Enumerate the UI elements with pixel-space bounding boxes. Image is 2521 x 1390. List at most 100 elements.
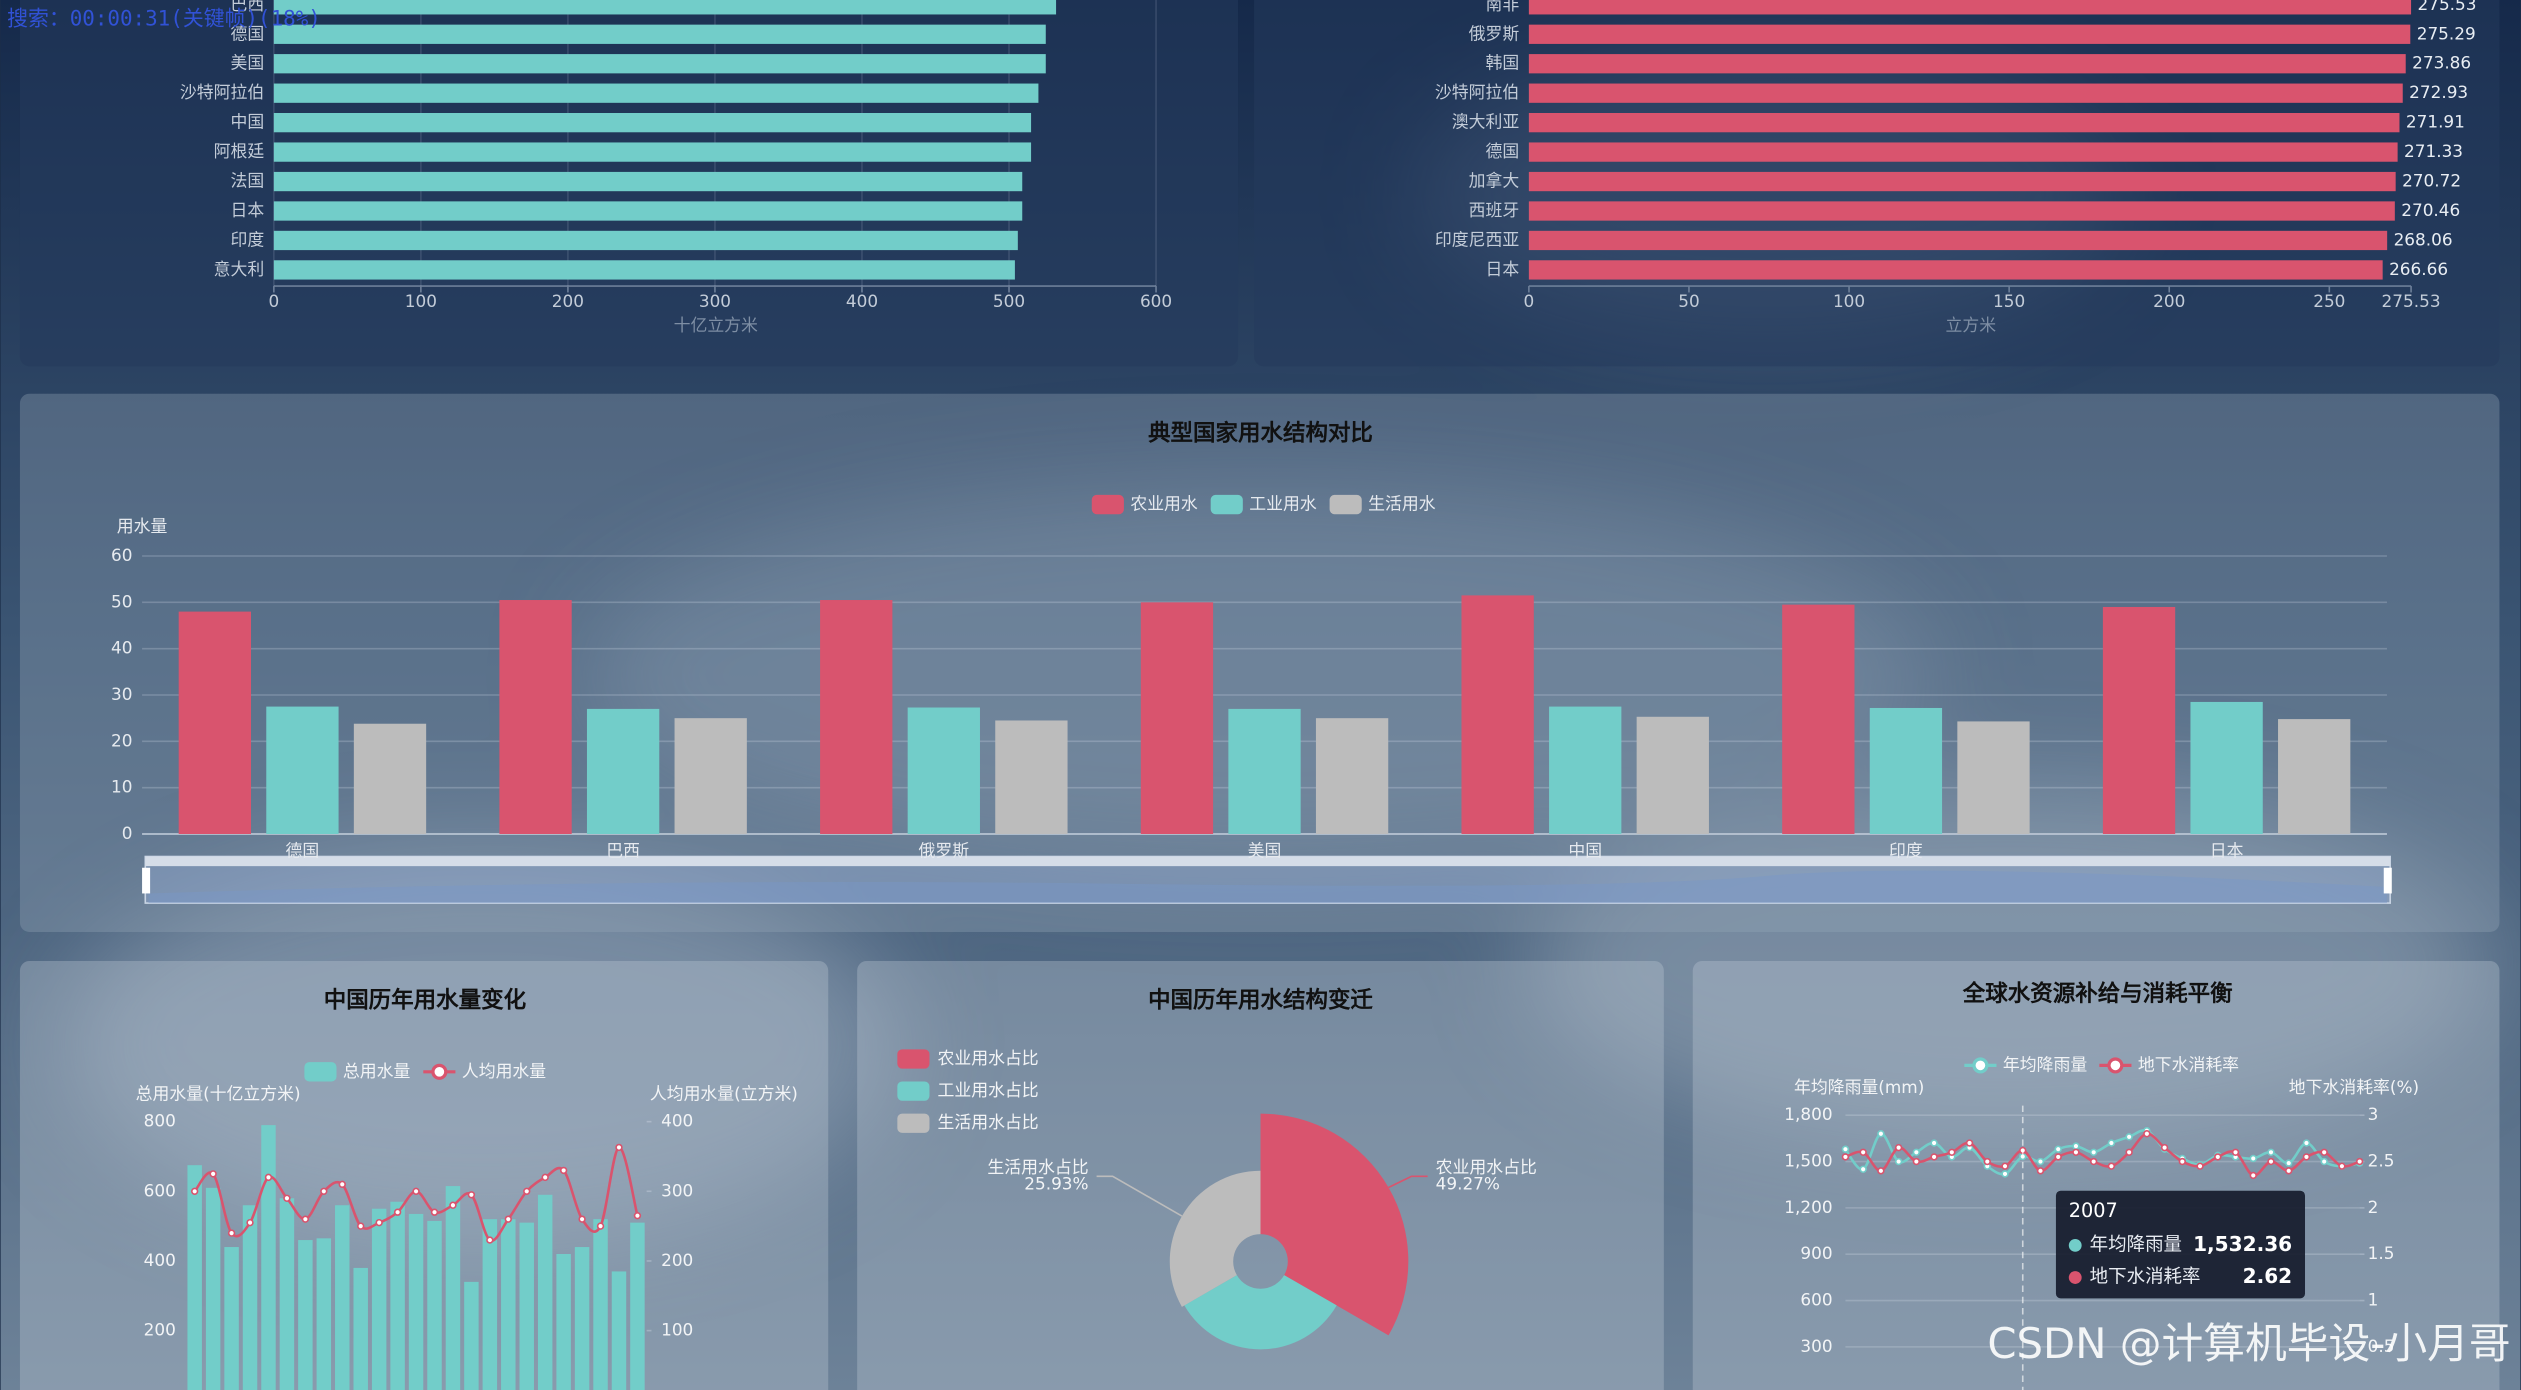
point (2125, 1148, 2133, 1156)
pie-slice (1184, 1275, 1337, 1350)
point (2355, 1157, 2364, 1166)
point (283, 1194, 291, 1202)
pie-slice (1260, 1113, 1409, 1336)
bar (2278, 719, 2351, 834)
y-tick-label: 1,200 (1784, 1197, 1832, 1217)
bar (2102, 606, 2176, 834)
y-tick-label: 韩国 (1485, 53, 1519, 73)
x-tick-label: 200 (552, 291, 584, 311)
chart-title: 中国历年用水结构变迁 (1148, 987, 1373, 1014)
bar (445, 1186, 461, 1390)
slider-handle[interactable] (2383, 867, 2392, 894)
zoom-slider[interactable] (142, 855, 2392, 904)
tooltip-name: 年均降雨量 (2090, 1234, 2182, 1255)
point (2249, 1154, 2257, 1163)
legend-symbol (897, 1081, 930, 1101)
point (2320, 1157, 2328, 1166)
x-axis-label: 十亿立方米 (674, 315, 758, 335)
point (2036, 1157, 2045, 1166)
point (2001, 1162, 2009, 1170)
slider-handle[interactable] (142, 867, 151, 894)
bar (1636, 716, 1709, 834)
legend-label: 农业用水占比 (938, 1048, 1039, 1068)
legend-symbol (1329, 494, 1362, 515)
legend-label: 人均用水量 (462, 1061, 546, 1081)
point (2302, 1139, 2311, 1147)
bar (519, 1222, 534, 1390)
point (2107, 1139, 2116, 1147)
point (320, 1187, 328, 1195)
x-tick-label: 印度 (1889, 841, 1923, 861)
bar (224, 1247, 239, 1390)
y2-tick-label: 2.5 (2368, 1151, 2395, 1171)
bar (353, 723, 427, 834)
point (2001, 1170, 2009, 1178)
bar (266, 706, 339, 834)
bar (242, 1205, 258, 1390)
y-tick-label: 美国 (230, 53, 264, 73)
value-label: 266.66 (2389, 259, 2448, 279)
y-tick-label: 印度尼西亚 (1435, 229, 1519, 249)
y-tick-label: 法国 (230, 171, 264, 191)
bar (390, 1201, 405, 1390)
y2-tick-label: 0.5 (2368, 1336, 2395, 1356)
y2-tick-label: 400 (661, 1111, 693, 1131)
bar (205, 1187, 221, 1390)
point (2054, 1145, 2062, 1153)
search-status: 搜索：00:00:31(关键帧)(18%) (7, 6, 321, 30)
y-tick-label: 50 (111, 591, 132, 611)
point (467, 1191, 476, 1199)
bar (1140, 602, 1214, 834)
y-tick-label: 意大利 (214, 259, 265, 279)
slice-label: 生活用水占比 (987, 1157, 1088, 1177)
bar (1528, 201, 2395, 221)
x-tick-label: 0 (268, 291, 279, 311)
point (2160, 1143, 2169, 1152)
y2-axis-label: 人均用水量(立方米) (650, 1083, 798, 1103)
y-tick-label: 600 (1800, 1290, 1832, 1310)
x-tick-label: 50 (1678, 291, 1699, 311)
chart-title: 全球水资源补给与消耗平衡 (1962, 980, 2233, 1007)
legend-label: 生活用水 (1368, 494, 1436, 514)
slider-bar[interactable] (145, 856, 2391, 867)
watermark: CSDN @计算机毕设-小月哥 (1987, 1319, 2510, 1368)
x-tick-label: 200 (2153, 291, 2185, 311)
y-tick-label: 澳大利亚 (1452, 112, 1520, 132)
y-tick-label: 1,500 (1784, 1151, 1832, 1171)
bar (1315, 718, 1389, 834)
leader-line (1096, 1175, 1183, 1217)
bar (408, 1213, 424, 1390)
value-label: 273.86 (2412, 53, 2471, 73)
legend-symbol (304, 1062, 337, 1082)
bar (273, 260, 1015, 280)
point (393, 1208, 402, 1216)
x-tick-label: 0 (1523, 291, 1534, 311)
slice-value: 25.93% (1024, 1173, 1088, 1193)
point (1841, 1153, 1850, 1161)
legend-label: 生活用水占比 (938, 1112, 1039, 1132)
bar (2190, 701, 2263, 834)
point (504, 1215, 512, 1223)
bar (1528, 171, 2396, 192)
point (2285, 1167, 2293, 1175)
point (2231, 1148, 2240, 1156)
x-tick-label: 500 (993, 291, 1025, 311)
bar (1528, 112, 2400, 133)
tooltip-value: 2.62 (2243, 1264, 2293, 1288)
y-tick-label: 巴西 (230, 0, 264, 14)
bar (674, 718, 747, 834)
value-label: 275.53 (2417, 0, 2476, 14)
bar (187, 1165, 202, 1390)
y-tick-label: 南非 (1485, 0, 1519, 14)
point (1912, 1157, 1921, 1166)
bar (482, 1219, 498, 1390)
chart-title: 典型国家用水结构对比 (1148, 419, 1373, 446)
legend-symbol (1210, 494, 1243, 515)
point (1877, 1167, 1885, 1175)
legend-label: 工业用水占比 (938, 1080, 1039, 1100)
point (559, 1166, 568, 1175)
point (2285, 1159, 2293, 1167)
chart-title: 中国历年用水量变化 (324, 987, 527, 1014)
y-tick-label: 沙特阿拉伯 (1435, 82, 1519, 102)
